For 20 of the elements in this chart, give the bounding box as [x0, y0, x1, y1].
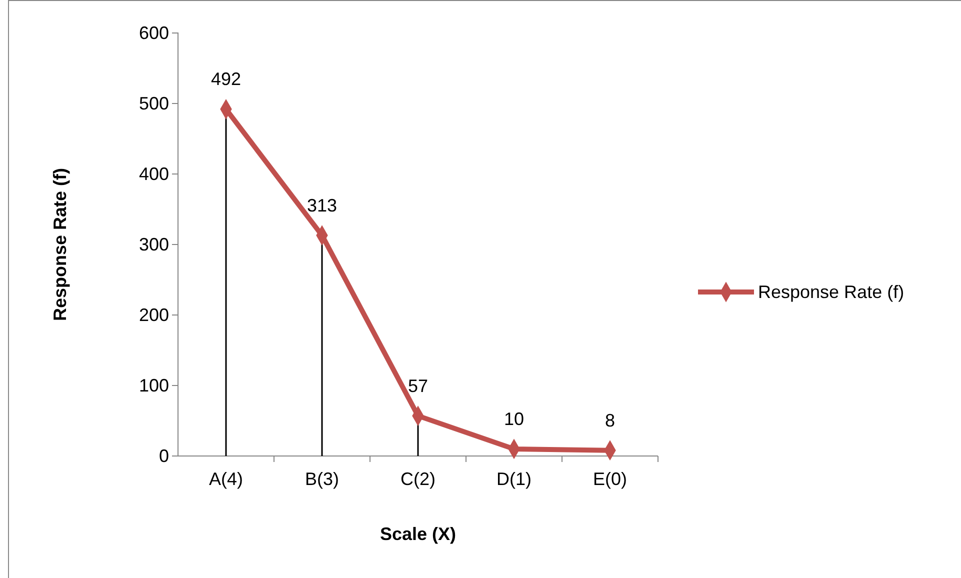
data-label: 313: [306, 195, 338, 216]
y-tick-label: 300: [138, 234, 169, 254]
legend-label: Response Rate (f): [758, 282, 904, 302]
data-label: 8: [604, 410, 616, 430]
data-label: 492: [210, 69, 242, 90]
x-tick-label: B(3): [304, 468, 340, 489]
y-tick-label: 500: [138, 93, 169, 114]
x-tick-label: D(1): [496, 468, 532, 489]
y-axis-title: Response Rate (f): [50, 168, 70, 322]
x-axis-title: Scale (X): [380, 524, 456, 544]
y-tick-label: 400: [138, 164, 169, 184]
x-tick-label: C(2): [400, 468, 436, 489]
y-tick-label: 0: [158, 446, 169, 466]
y-tick-label: 100: [138, 375, 169, 396]
x-tick-label: A(4): [208, 468, 244, 489]
y-tick-label: 600: [138, 22, 169, 43]
data-label: 10: [504, 408, 524, 429]
data-label: 57: [408, 376, 428, 396]
y-tick-label: 200: [138, 304, 169, 325]
x-tick-label: E(0): [592, 468, 628, 489]
